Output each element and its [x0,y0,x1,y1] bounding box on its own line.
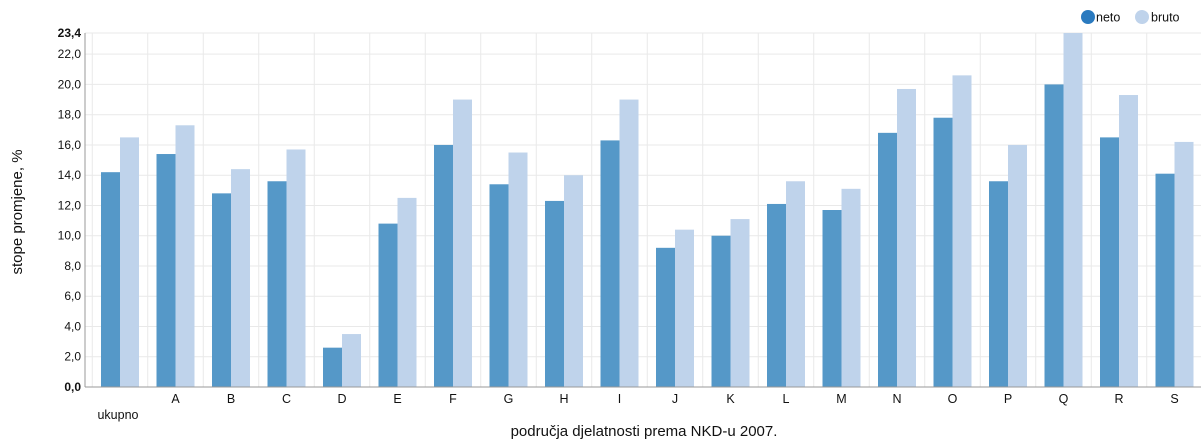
bar-bruto-H [564,175,583,387]
bar-bruto-G [508,152,528,387]
x-tick-label: E [393,392,401,406]
y-tick-label: 4,0 [64,319,81,333]
y-tick-label: 8,0 [64,259,81,273]
bar-bruto-Q [1063,33,1083,387]
axes: 0,0 2,0 4,0 6,0 8,0 10,0 12,0 14,0 16,0 18,0 20,0 2… [58,26,1201,422]
y-tick-label: 0,0 [64,380,81,394]
bar-bruto-K [730,219,750,387]
x-tick-label: L [783,392,790,406]
bar-neto-K [711,235,731,387]
bar-neto-C [267,181,287,387]
x-tick-label: R [1114,392,1123,406]
legend-swatch-neto[interactable] [1081,10,1095,24]
bar-bruto-A [175,125,195,388]
y-tick-label: 10,0 [58,229,82,243]
y-tick-label: 16,0 [58,138,82,152]
bar-neto-ukupno [101,172,120,387]
y-tick-label: 6,0 [64,289,81,303]
bar-neto-B [212,193,231,387]
x-tick-label: Q [1059,392,1069,406]
bar-neto-Q [1044,84,1064,387]
y-tick-label: 12,0 [58,198,82,212]
y-tick-label: 22,0 [58,47,82,61]
x-tick-label: B [227,392,235,406]
bar-bruto-I [619,99,639,388]
x-tick-label: S [1170,392,1178,406]
bar-bruto-P [1008,144,1027,387]
x-tick-label: I [618,392,621,406]
bar-bruto-N [897,88,916,387]
legend-swatch-bruto[interactable] [1135,10,1149,24]
y-tick-label: 14,0 [58,168,82,182]
bar-bruto-E [397,197,417,387]
x-tick-label: D [337,392,346,406]
bar-neto-I [600,140,620,387]
y-tick-label: 18,0 [58,108,82,122]
x-tick-label: C [282,392,291,406]
x-tick-label: A [171,392,180,406]
bar-neto-N [878,132,897,387]
bar-neto-H [545,200,564,387]
y-tick-label: 23,4 [58,26,82,40]
bar-bruto-L [786,181,805,387]
x-tick-label: K [726,392,735,406]
bar-neto-M [822,210,842,387]
bar-neto-P [989,181,1008,387]
x-tick-label: J [672,392,678,406]
bar-bruto-M [841,188,861,387]
x-axis-title: područja djelatnosti prema NKD-u 2007. [511,423,778,440]
y-axis-title: stope promjene, % [9,149,26,274]
bar-neto-F [434,144,453,387]
bar-bruto-B [231,169,250,387]
x-tick-label: H [559,392,568,406]
bar-neto-S [1155,173,1175,387]
bar-bruto-R [1119,95,1138,388]
y-tick-label: 2,0 [64,350,81,364]
bar-bruto-O [952,75,972,387]
x-tick-label: ukupno [97,408,138,422]
bar-neto-R [1100,137,1119,387]
bar-neto-A [156,154,176,387]
bar-bruto-D [342,334,361,387]
bar-neto-J [656,247,675,387]
bar-bruto-C [286,149,306,387]
legend: neto bruto [1081,10,1180,25]
bar-bruto-J [675,229,694,387]
grid [85,32,1201,387]
x-tick-label: P [1004,392,1012,406]
x-tick-label: M [836,392,846,406]
legend-label-neto[interactable]: neto [1096,11,1120,25]
bar-neto-L [767,203,786,387]
bar-neto-D [323,347,342,387]
bar-neto-G [489,184,509,387]
legend-label-bruto[interactable]: bruto [1151,11,1180,25]
bar-neto-E [378,223,398,387]
x-tick-label: N [892,392,901,406]
x-tick-label: F [449,392,457,406]
bar-bruto-S [1174,141,1194,387]
x-tick-label: G [504,392,514,406]
y-tick-label: 20,0 [58,77,82,91]
x-tick-label: O [948,392,958,406]
bars [101,33,1194,388]
bar-neto-O [933,117,953,387]
bar-bruto-F [453,99,472,388]
bar-bruto-ukupno [120,137,139,387]
